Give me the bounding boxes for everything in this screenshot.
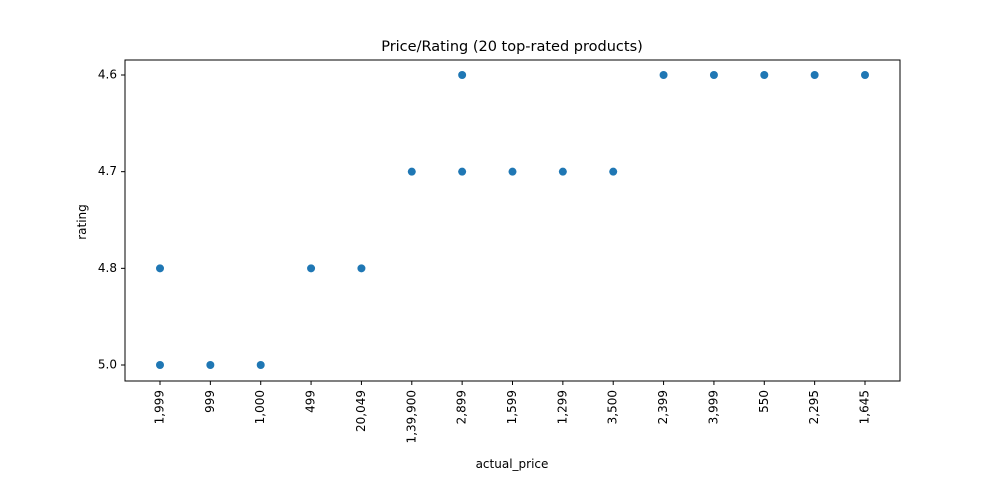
point [861, 71, 869, 79]
x-tick-label: 1,299 [555, 390, 569, 424]
point [609, 167, 618, 176]
point [156, 361, 164, 369]
point [508, 167, 517, 176]
point [760, 71, 769, 79]
x-tick-label: 2,399 [656, 390, 670, 424]
x-tick-label: 1,39,900 [404, 390, 418, 443]
point [357, 264, 366, 273]
x-tick-label: 2,295 [807, 390, 821, 424]
point [558, 167, 567, 176]
x-tick-label: 3,500 [606, 390, 620, 424]
point [659, 71, 668, 79]
x-tick-label: 1,999 [153, 390, 167, 424]
point [156, 264, 164, 273]
x-tick-label: 499 [304, 390, 318, 413]
x-tick-label: 999 [203, 390, 217, 413]
point [256, 361, 265, 369]
y-tick-label: 4.6 [98, 68, 117, 82]
y-tick-label: 4.7 [98, 164, 117, 178]
y-tick-label: 4.8 [98, 261, 117, 275]
point [810, 71, 819, 79]
y-tick-label: 5.0 [98, 358, 117, 372]
x-tick-label: 2,899 [455, 390, 469, 424]
y-axis-label: rating [75, 204, 89, 240]
point [458, 167, 467, 176]
point [709, 71, 718, 79]
point [206, 361, 215, 369]
point [458, 71, 467, 79]
point [307, 264, 316, 273]
x-tick-label: 550 [757, 390, 771, 413]
x-tick-label: 1,000 [253, 390, 267, 424]
x-tick-label: 1,645 [858, 390, 872, 424]
x-axis-label: actual_price [476, 457, 549, 471]
x-tick-label: 3,999 [706, 390, 720, 424]
plot-frame [124, 59, 901, 382]
point [407, 167, 416, 176]
x-tick-label: 20,049 [354, 390, 368, 432]
x-tick-label: 1,599 [505, 390, 519, 424]
chart-title: Price/Rating (20 top-rated products) [381, 39, 643, 55]
